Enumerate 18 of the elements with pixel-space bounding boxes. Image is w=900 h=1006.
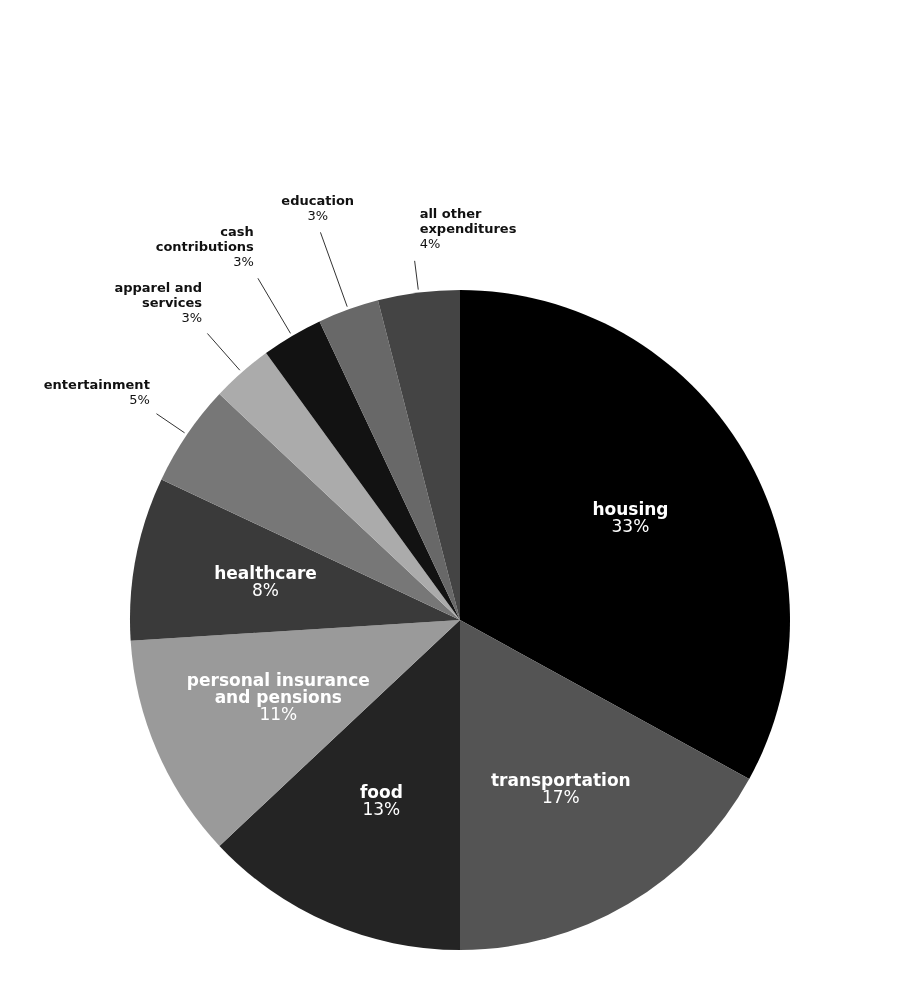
pie-slice: [377, 290, 460, 620]
slice-label: all other expenditures: [419, 205, 517, 236]
slice-label: transportation: [490, 770, 631, 791]
slice-label: education: [281, 192, 355, 208]
slice-label: apparel and services: [114, 280, 203, 311]
pie-slice: [460, 620, 750, 950]
pie-slice: [130, 620, 460, 846]
slice-label: personal insurance and pensions: [186, 670, 370, 708]
pie-slice: [161, 394, 460, 620]
data-label: 5%: [129, 392, 150, 408]
pie-slice: [319, 300, 460, 620]
data-label: 4%: [419, 235, 441, 251]
data-label: 3%: [233, 254, 254, 270]
pie-slice: [130, 479, 460, 641]
slice-label: entertainment: [43, 377, 150, 393]
data-label: 3%: [181, 310, 203, 326]
data-label: 3%: [307, 207, 329, 223]
slice-label: cash contributions: [155, 224, 255, 255]
